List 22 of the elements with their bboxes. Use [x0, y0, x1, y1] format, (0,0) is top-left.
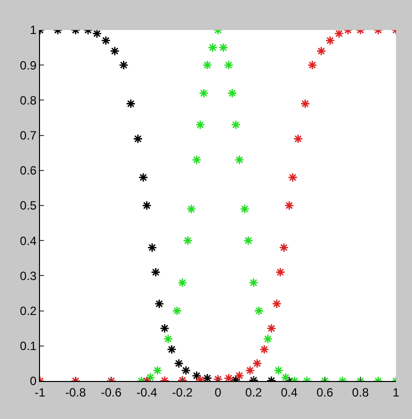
- x-tick-label: -1: [34, 385, 46, 400]
- y-tick-label: 0.6: [20, 164, 37, 178]
- y-tick-label: 0.1: [20, 339, 37, 354]
- y-tick-label: 0.5: [20, 198, 37, 213]
- y-tick-label: 0.2: [20, 304, 37, 318]
- x-tick-label: 0.2: [245, 385, 262, 400]
- x-tick-label: 0.8: [352, 385, 370, 400]
- y-tick-label: 0.9: [20, 58, 37, 72]
- x-tick-label: 0.6: [316, 385, 334, 400]
- x-tick-label: 0: [214, 385, 222, 400]
- x-tick-label: -0.6: [100, 385, 122, 400]
- x-tick-label: -0.2: [172, 385, 194, 400]
- y-tick-label: 0.4: [20, 234, 37, 248]
- y-tick-label: 0.8: [20, 93, 37, 108]
- y-tick-label: 0: [30, 374, 37, 388]
- x-tick-label: 0.4: [280, 385, 298, 400]
- x-tick-label: -0.8: [65, 385, 86, 400]
- x-tick-label: 1: [392, 385, 400, 400]
- x-tick-label: -0.4: [136, 385, 158, 400]
- y-tick-label: 0.7: [20, 128, 37, 142]
- y-tick-label: 1: [30, 23, 37, 38]
- y-tick-label: 0.3: [20, 268, 37, 283]
